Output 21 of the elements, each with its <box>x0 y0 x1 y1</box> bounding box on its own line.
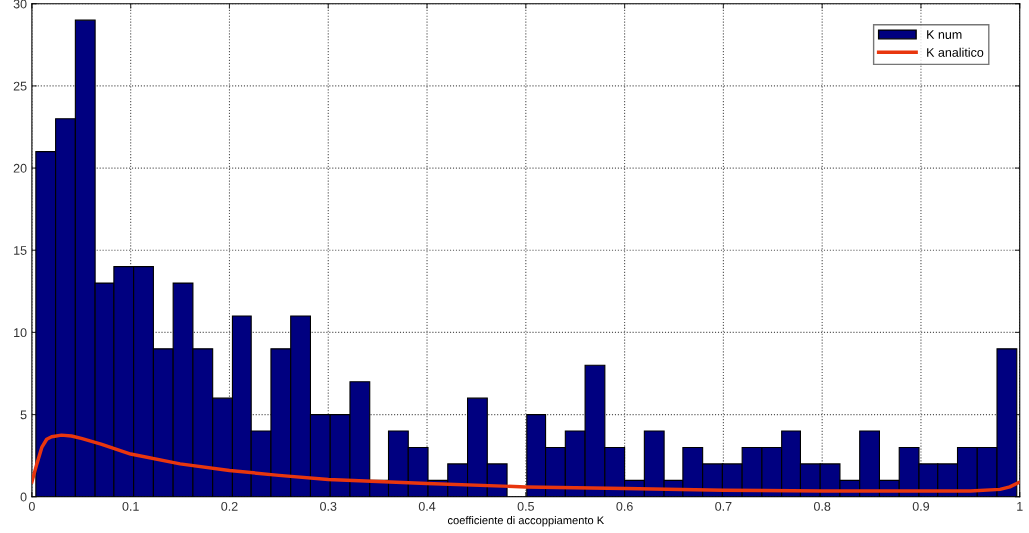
y-tick-label: 25 <box>13 81 27 91</box>
x-tick-label: 0.8 <box>813 501 831 511</box>
x-tick-label: 0.4 <box>418 501 436 511</box>
legend-label: K num <box>927 30 962 39</box>
x-axis-title: coefficiente di accoppiamento K <box>447 516 605 527</box>
x-tick-label: 1 <box>1017 502 1023 511</box>
y-tick-label: 30 <box>13 0 27 9</box>
y-tick-label: 20 <box>13 163 27 173</box>
x-tick-label: 0 <box>28 501 35 511</box>
x-tick-label: 0.6 <box>616 501 633 511</box>
y-tick-label: 10 <box>14 328 27 338</box>
x-tick-label: 0.1 <box>122 501 139 511</box>
x-tick-label: 0.9 <box>912 501 930 511</box>
x-tick-label: 0.3 <box>320 501 337 511</box>
y-tick-label: 5 <box>20 410 27 420</box>
x-tick-label: 0.5 <box>517 501 534 511</box>
x-tick-label: 0.2 <box>221 501 238 511</box>
x-tick-label: 0.7 <box>715 501 732 511</box>
y-tick-label: 15 <box>14 246 27 255</box>
y-tick-label: 0 <box>20 492 27 502</box>
legend-label: K analitico <box>927 47 984 57</box>
